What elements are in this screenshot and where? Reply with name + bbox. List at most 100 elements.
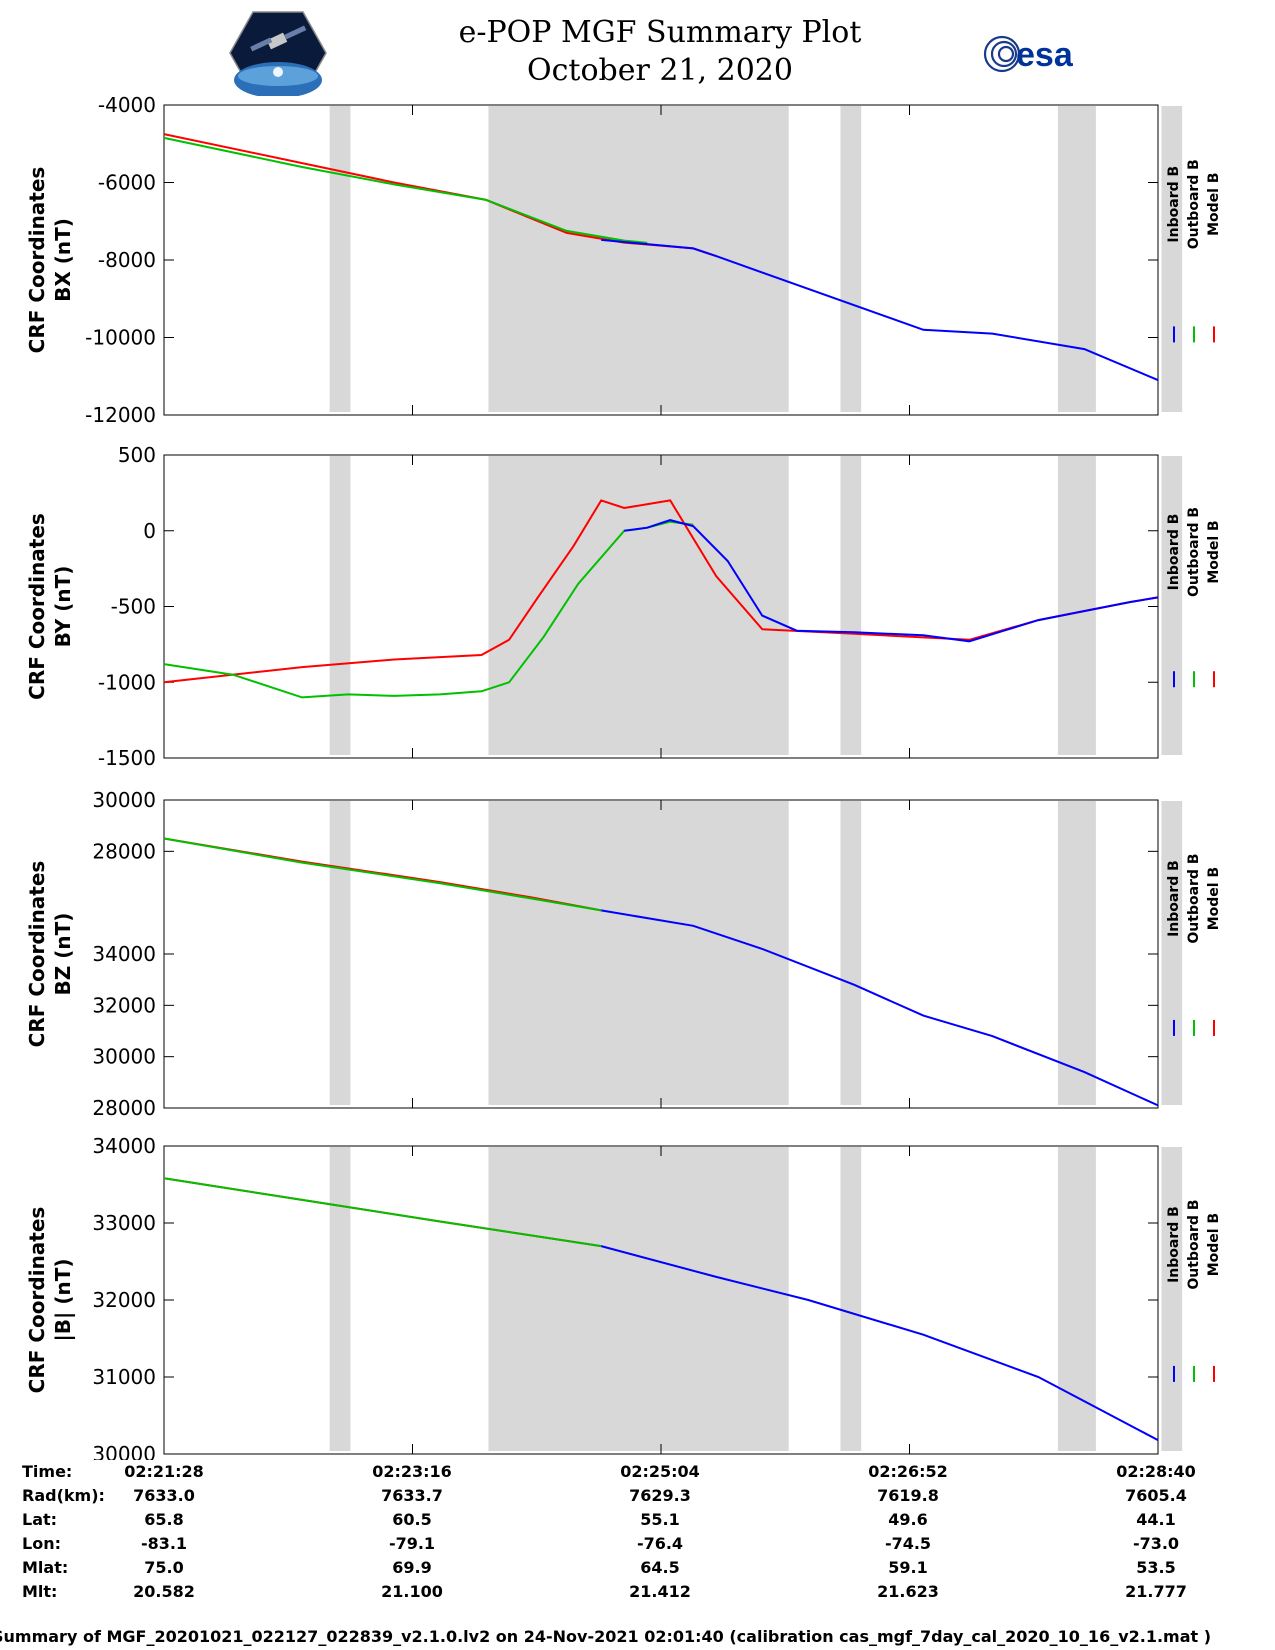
shaded-interval-1-0	[329, 456, 351, 755]
esa-logo: esa	[980, 32, 1100, 76]
ephemeris-time-3: 02:26:52	[868, 1462, 948, 1481]
ytick-label-3-0: 34000	[92, 1134, 156, 1158]
ephemeris-rad-1: 7633.7	[381, 1486, 443, 1505]
ephemeris-lat-2: 55.1	[640, 1510, 680, 1529]
ephemeris-lon-1: -79.1	[388, 1534, 436, 1553]
row-label-lon: Lon:	[22, 1534, 61, 1553]
ytick-label-1-4: -1500	[98, 746, 156, 770]
shaded-interval-1-2	[840, 456, 862, 755]
legend-label-0-0: Inboard B	[1166, 166, 1182, 243]
esa-logo-text: esa	[1016, 36, 1074, 74]
row-label-mlt: Mlt:	[22, 1582, 58, 1601]
shaded-interval-0-2	[840, 106, 862, 412]
legend-label-2-2: Model B	[1206, 867, 1222, 930]
ytick-label-3-3: 31000	[92, 1365, 156, 1389]
ytick-label-0-4: -12000	[85, 403, 156, 427]
shaded-interval-2-4	[1161, 801, 1183, 1105]
cassiope-logo	[228, 10, 328, 98]
ytick-label-1-1: 0	[143, 519, 156, 543]
ephemeris-lat-1: 60.5	[392, 1510, 432, 1529]
shaded-interval-1-4	[1161, 456, 1183, 755]
ephemeris-rad-0: 7633.0	[133, 1486, 195, 1505]
ephemeris-mlat-3: 59.1	[888, 1558, 928, 1577]
series-inboard-1	[624, 519, 1159, 643]
ephemeris-lat-4: 44.1	[1136, 1510, 1176, 1529]
ephemeris-lat-3: 49.6	[888, 1510, 928, 1529]
ephemeris-table: Time: Rad(km): Lat: Lon: Mlat: Mlt: 02:2…	[0, 1462, 1275, 1612]
ephemeris-mlt-4: 21.777	[1125, 1582, 1187, 1601]
ytick-label-2-2: 34000	[92, 942, 156, 966]
shaded-interval-3-3	[1057, 1147, 1096, 1451]
ephemeris-lon-4: -73.0	[1132, 1534, 1180, 1553]
series-inboard-3	[600, 1245, 1159, 1441]
row-label-lat: Lat:	[22, 1510, 58, 1529]
legend-label-3-2: Model B	[1206, 1213, 1222, 1276]
shaded-interval-3-1	[488, 1147, 789, 1451]
legend-label-0-2: Model B	[1206, 172, 1222, 235]
logo-satellite-panel	[250, 37, 273, 52]
title-block: e-POP MGF Summary Plot October 21, 2020	[380, 14, 940, 90]
ylabel-bottom-1: BY (nT)	[51, 566, 75, 648]
series-outboard-2	[163, 837, 602, 912]
ephemeris-lon-3: -74.5	[884, 1534, 932, 1553]
series-inboard-2	[601, 909, 1159, 1107]
shaded-interval-3-2	[840, 1147, 862, 1451]
series-outboard-0	[163, 136, 648, 244]
ephemeris-mlat-1: 69.9	[392, 1558, 432, 1577]
ytick-label-0-1: -6000	[98, 171, 156, 195]
ylabel-bottom-0: BX (nT)	[51, 218, 75, 302]
ytick-label-2-4: 30000	[92, 1045, 156, 1069]
ephemeris-mlat-0: 75.0	[144, 1558, 184, 1577]
ytick-label-0-3: -10000	[85, 326, 156, 350]
ephemeris-mlat-2: 64.5	[640, 1558, 680, 1577]
logo-satellite-body	[266, 32, 288, 50]
legend-label-2-0: Inboard B	[1166, 860, 1182, 937]
series-inboard-0	[601, 238, 1159, 382]
ytick-label-2-0: 30000	[92, 788, 156, 812]
shaded-interval-2-3	[1057, 801, 1096, 1105]
legend-label-3-0: Inboard B	[1166, 1206, 1182, 1283]
chart-title: e-POP MGF Summary Plot	[458, 15, 862, 50]
shaded-interval-2-1	[488, 801, 789, 1105]
ytick-label-0-0: -4000	[98, 93, 156, 117]
shaded-interval-2-2	[840, 801, 862, 1105]
ylabel-top-1: CRF Coordinates	[25, 513, 49, 700]
ephemeris-rad-3: 7619.8	[877, 1486, 939, 1505]
ytick-label-3-1: 33000	[92, 1211, 156, 1235]
logo-emblem	[273, 67, 283, 77]
ytick-label-2-5: 28000	[92, 1096, 156, 1120]
ephemeris-time-4: 02:28:40	[1116, 1462, 1196, 1481]
series-outboard-3	[163, 1177, 602, 1248]
ytick-label-2-3: 32000	[92, 993, 156, 1017]
row-label-rad: Rad(km):	[22, 1486, 105, 1505]
row-label-mlat: Mlat:	[22, 1558, 69, 1577]
ephemeris-rad-2: 7629.3	[629, 1486, 691, 1505]
ytick-label-3-2: 32000	[92, 1288, 156, 1312]
ephemeris-lat-0: 65.8	[144, 1510, 184, 1529]
shaded-interval-3-4	[1161, 1147, 1183, 1451]
ytick-label-1-2: -500	[111, 595, 156, 619]
logo-satellite-panel-2	[284, 25, 307, 40]
ylabel-top-0: CRF Coordinates	[25, 167, 49, 354]
ephemeris-time-2: 02:25:04	[620, 1462, 700, 1481]
chart-date: October 21, 2020	[527, 53, 793, 88]
legend-label-1-0: Inboard B	[1166, 514, 1182, 591]
ephemeris-mlt-3: 21.623	[877, 1582, 939, 1601]
ephemeris-time-1: 02:23:16	[372, 1462, 452, 1481]
ephemeris-time-0: 02:21:28	[124, 1462, 204, 1481]
legend-label-2-1: Outboard B	[1186, 853, 1202, 943]
legend-label-1-2: Model B	[1206, 520, 1222, 583]
ylabel-bottom-2: BZ (nT)	[51, 913, 75, 996]
ephemeris-lon-2: -76.4	[636, 1534, 684, 1553]
shaded-interval-3-0	[329, 1147, 351, 1451]
ylabel-bottom-3: |B| (nT)	[51, 1259, 75, 1342]
ephemeris-mlat-4: 53.5	[1136, 1558, 1176, 1577]
ytick-label-0-2: -8000	[98, 248, 156, 272]
shaded-interval-0-0	[329, 106, 351, 412]
ytick-label-2-1: 28000	[92, 839, 156, 863]
ephemeris-lon-0: -83.1	[140, 1534, 188, 1553]
ephemeris-mlt-2: 21.412	[629, 1582, 691, 1601]
ytick-label-1-0: 500	[118, 443, 156, 467]
shaded-interval-0-1	[488, 106, 789, 412]
footer-caption: Summary of MGF_20201021_022127_022839_v2…	[0, 1627, 1212, 1646]
